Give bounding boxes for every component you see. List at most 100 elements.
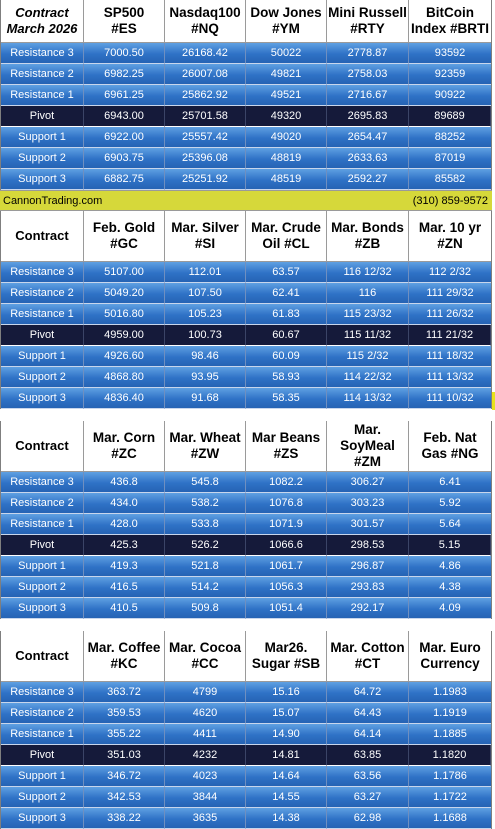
level-row: Resistance 1 6961.25 25862.92 49521 2716.67 9… — [1, 85, 491, 106]
row-label: Resistance 3 — [1, 472, 84, 493]
level-value: 111 29/32 — [409, 283, 491, 304]
level-value: 521.8 — [165, 556, 246, 577]
level-value: 62.41 — [246, 283, 327, 304]
level-value: 338.22 — [84, 808, 165, 829]
column-header: Mar. SoyMeal #ZM — [327, 421, 409, 472]
column-header-label: #SI — [194, 236, 216, 251]
level-value: 298.53 — [327, 535, 409, 556]
level-value: 25701.58 — [165, 106, 246, 127]
column-header-label: #YM — [272, 21, 300, 36]
level-value: 25251.92 — [165, 169, 246, 190]
level-value: 61.83 — [246, 304, 327, 325]
column-header-label: #ZC — [111, 446, 137, 461]
level-value: 112 2/32 — [409, 262, 491, 283]
level-value: 14.38 — [246, 808, 327, 829]
table-4: Contract Mar. Coffee #KC Mar. Cocoa #CC Mar26… — [0, 631, 492, 829]
column-header-label: Mar. Crude — [251, 220, 321, 235]
column-header: Mar. Corn #ZC — [84, 421, 165, 472]
row-label: Resistance 1 — [1, 85, 84, 106]
level-value: 6.41 — [409, 472, 491, 493]
level-row: Resistance 2 434.0 538.2 1076.8 303.23 5.92 — [1, 493, 491, 514]
level-value: 64.14 — [327, 724, 409, 745]
level-value: 292.17 — [327, 598, 409, 619]
level-value: 416.5 — [84, 577, 165, 598]
row-label: Support 1 — [1, 556, 84, 577]
level-value: 1061.7 — [246, 556, 327, 577]
column-header: Dow Jones #YM — [246, 0, 327, 43]
row-label: Resistance 2 — [1, 703, 84, 724]
row-label: Support 1 — [1, 346, 84, 367]
column-header: Mar. Coffee #KC — [84, 631, 165, 682]
level-value: 1051.4 — [246, 598, 327, 619]
level-value: 346.72 — [84, 766, 165, 787]
pivot-row: Pivot 425.3 526.2 1066.6 298.53 5.15 — [1, 535, 491, 556]
phone-number: (310) 859-9572 — [412, 194, 488, 207]
level-value: 342.53 — [84, 787, 165, 808]
level-row: Resistance 3 436.8 545.8 1082.2 306.27 6.41 — [1, 472, 491, 493]
row-label: Pivot — [1, 745, 84, 766]
column-header: Mar. Cotton #CT — [327, 631, 409, 682]
level-row: Support 2 342.53 3844 14.55 63.27 1.1722 — [1, 787, 491, 808]
column-header-label: #RTY — [350, 21, 385, 36]
row-label: Resistance 1 — [1, 304, 84, 325]
row-label: Support 3 — [1, 808, 84, 829]
level-value: 85582 — [409, 169, 491, 190]
level-value: 7000.50 — [84, 43, 165, 64]
level-value: 5049.20 — [84, 283, 165, 304]
column-header: SP500 #ES — [84, 0, 165, 43]
column-header: Mar. Crude Oil #CL — [246, 211, 327, 262]
level-value: 93592 — [409, 43, 491, 64]
column-header-label: #CT — [354, 656, 381, 671]
level-value: 58.93 — [246, 367, 327, 388]
level-value: 50022 — [246, 43, 327, 64]
level-value: 6943.00 — [84, 106, 165, 127]
level-value: 64.72 — [327, 682, 409, 703]
level-row: Support 2 4868.80 93.95 58.93 114 22/32 111 1… — [1, 367, 491, 388]
level-value: 2654.47 — [327, 127, 409, 148]
column-header-label: BitCoin — [426, 5, 474, 20]
column-header-label: Feb. Gold — [92, 220, 156, 235]
row-label: Support 2 — [1, 787, 84, 808]
header-contract-label: Contract — [15, 438, 69, 453]
level-value: 114 13/32 — [327, 388, 409, 409]
level-row: Resistance 3 7000.50 26168.42 50022 2778.87 9… — [1, 43, 491, 64]
table-header: Contract Mar. Corn #ZC Mar. Wheat #ZW Mar Bea… — [1, 421, 491, 472]
row-label: Support 3 — [1, 388, 84, 409]
level-value: 112.01 — [165, 262, 246, 283]
level-row: Resistance 1 355.22 4411 14.90 64.14 1.1885 — [1, 724, 491, 745]
column-header-label: Dow Jones — [250, 5, 322, 20]
level-value: 359.53 — [84, 703, 165, 724]
level-value: 49521 — [246, 85, 327, 106]
level-value: 1071.9 — [246, 514, 327, 535]
column-header-label: Feb. Nat — [423, 430, 477, 445]
level-value: 111 21/32 — [409, 325, 491, 346]
level-value: 419.3 — [84, 556, 165, 577]
level-value: 2778.87 — [327, 43, 409, 64]
level-value: 111 18/32 — [409, 346, 491, 367]
level-row: Support 2 416.5 514.2 1056.3 293.83 4.38 — [1, 577, 491, 598]
level-value: 26168.42 — [165, 43, 246, 64]
column-header-label: #ZS — [273, 446, 299, 461]
row-label: Resistance 2 — [1, 64, 84, 85]
level-value: 514.2 — [165, 577, 246, 598]
column-header: Mar. Cocoa #CC — [165, 631, 246, 682]
column-header-label: #KC — [110, 656, 138, 671]
level-value: 1.1722 — [409, 787, 491, 808]
level-value: 49320 — [246, 106, 327, 127]
level-row: Resistance 3 5107.00 112.01 63.57 116 12/32 1… — [1, 262, 491, 283]
level-value: 6922.00 — [84, 127, 165, 148]
column-header-label: Mar. Corn — [92, 430, 156, 445]
website-link[interactable]: CannonTrading.com — [3, 194, 103, 207]
level-row: Support 3 4836.40 91.68 58.35 114 13/32 111 1… — [1, 388, 491, 409]
column-header-label: Mar Beans — [251, 430, 321, 445]
column-header-label: Oil #CL — [262, 236, 310, 251]
row-label: Support 2 — [1, 367, 84, 388]
level-value: 5.64 — [409, 514, 491, 535]
row-label: Support 3 — [1, 169, 84, 190]
level-value: 87019 — [409, 148, 491, 169]
level-value: 107.50 — [165, 283, 246, 304]
level-value: 63.85 — [327, 745, 409, 766]
column-header-label: SoyMeal — [340, 438, 395, 453]
level-value: 48519 — [246, 169, 327, 190]
